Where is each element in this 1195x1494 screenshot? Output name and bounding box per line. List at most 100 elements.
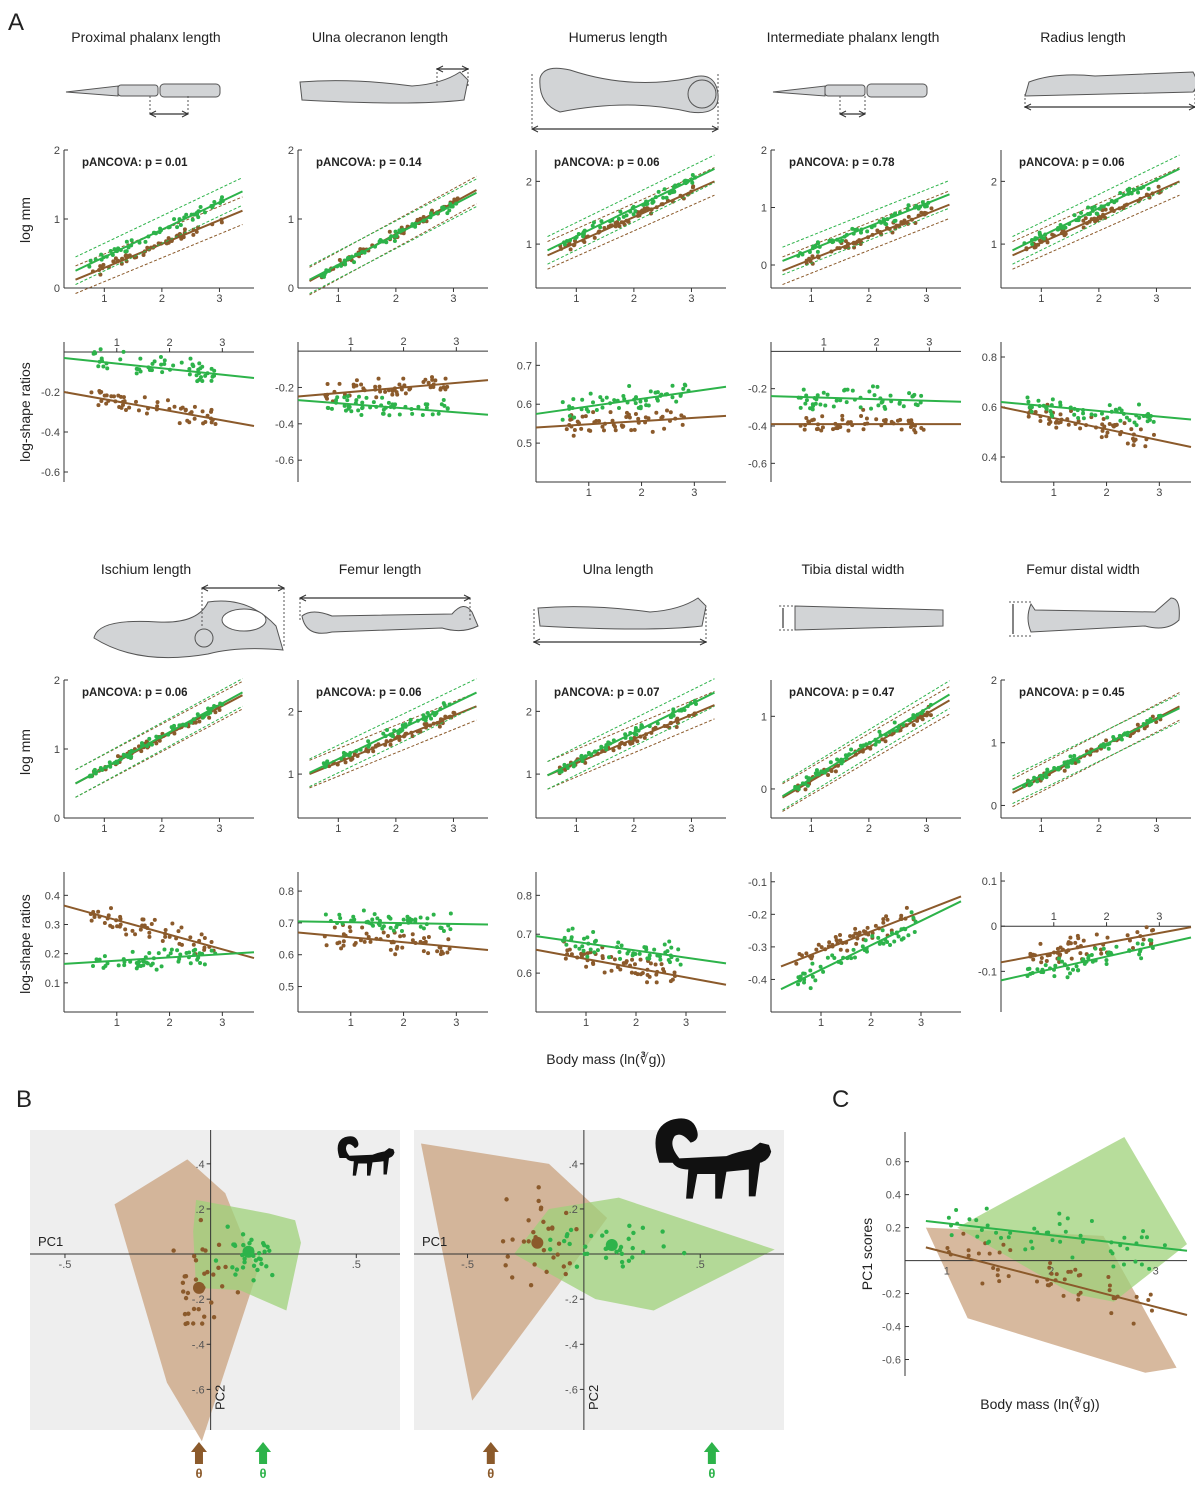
data-point-brown xyxy=(668,979,673,984)
data-point-green xyxy=(175,948,180,953)
data-point-green xyxy=(810,974,815,979)
chart-r2-shape-4: 1 2 3 -0.2 -0.4 -0.6 xyxy=(748,336,962,482)
data-point-brown xyxy=(840,417,845,422)
data-point-brown xyxy=(185,418,190,423)
data-point-green xyxy=(571,764,576,769)
x-tick-label: 3 xyxy=(1156,911,1162,923)
pancova-label: pANCOVA: p = 0.45 xyxy=(1019,687,1125,699)
data-point-green xyxy=(802,980,807,985)
data-point-brown xyxy=(584,964,589,969)
data-point-green xyxy=(428,211,433,216)
y-tick-label: .4 xyxy=(195,1159,204,1171)
x-tick-label: 3 xyxy=(453,1017,459,1029)
bone-sketch-humerus xyxy=(530,67,720,133)
regression-line-green xyxy=(309,691,477,774)
group-mean-brown xyxy=(531,1236,544,1249)
data-point-green xyxy=(652,947,657,952)
y-tick-label: 0.4 xyxy=(45,890,60,902)
data-point-brown xyxy=(443,376,448,381)
data-point-green xyxy=(877,729,882,734)
data-point-green xyxy=(441,929,446,934)
data-point-brown xyxy=(213,422,218,427)
data-point-green xyxy=(352,260,357,265)
data-point-green xyxy=(256,1251,262,1256)
data-point-green xyxy=(386,914,391,919)
prediction-interval-green xyxy=(75,177,243,258)
data-point-brown xyxy=(845,948,850,953)
data-point-green xyxy=(255,1267,260,1273)
data-point-brown xyxy=(196,1307,201,1312)
small-lemur-icon xyxy=(337,1136,395,1176)
data-point-green xyxy=(138,356,143,361)
data-point-green xyxy=(592,939,597,944)
data-point-green xyxy=(197,361,202,366)
data-point-green xyxy=(352,917,357,922)
phalanx-segment xyxy=(117,84,159,97)
data-point-green xyxy=(1141,1229,1146,1234)
data-point-green xyxy=(233,1272,238,1277)
data-point-green xyxy=(618,956,623,961)
data-point-green xyxy=(405,914,410,919)
data-point-brown xyxy=(1104,738,1109,743)
data-point-brown xyxy=(1045,1283,1050,1288)
data-point-green xyxy=(572,415,577,420)
measure-title: Femur distal width xyxy=(1026,561,1140,577)
data-point-green xyxy=(1026,399,1031,404)
data-point-green xyxy=(834,398,839,403)
data-point-green xyxy=(1132,420,1137,425)
data-point-green xyxy=(380,926,385,931)
data-point-brown xyxy=(846,428,851,433)
data-point-green xyxy=(621,393,626,398)
data-point-brown xyxy=(1031,957,1036,962)
data-point-green xyxy=(1035,967,1040,972)
data-point-green xyxy=(1036,398,1041,403)
data-point-brown xyxy=(1048,1260,1053,1265)
regression-line-green xyxy=(297,920,489,926)
data-point-brown xyxy=(423,377,428,382)
chart-r1-log-4: 1 2 3 0 1 2 xyxy=(761,145,961,305)
data-point-brown xyxy=(630,740,635,745)
data-point-brown xyxy=(1130,945,1135,950)
data-point-brown xyxy=(929,206,934,211)
data-point-green xyxy=(1092,204,1097,209)
data-point-brown xyxy=(115,754,120,759)
regression-line-green xyxy=(925,1220,1188,1252)
data-point-green xyxy=(1136,190,1141,195)
data-point-brown xyxy=(209,1300,214,1305)
data-point-green xyxy=(851,947,856,952)
data-point-green xyxy=(247,1241,252,1246)
data-point-green xyxy=(391,928,396,933)
data-point-brown xyxy=(447,946,452,951)
data-point-green xyxy=(1050,414,1055,419)
theta-label-green: θ xyxy=(708,1466,715,1481)
data-point-brown xyxy=(193,1258,199,1263)
data-point-brown xyxy=(154,741,159,746)
chart-r1-log-5: 1 2 3 1 2 xyxy=(991,150,1191,305)
prediction-interval-brown xyxy=(547,167,715,243)
data-point-brown xyxy=(536,1198,541,1204)
data-point-green xyxy=(949,1233,954,1238)
data-point-green xyxy=(261,1242,267,1248)
data-point-green xyxy=(1133,1259,1138,1264)
data-point-brown xyxy=(638,972,643,977)
data-point-brown xyxy=(219,220,224,225)
y-tick-label: 1 xyxy=(991,239,997,251)
data-point-brown xyxy=(1061,1293,1066,1298)
data-point-green xyxy=(377,923,382,928)
data-point-green xyxy=(385,728,390,733)
data-point-green xyxy=(619,943,624,948)
data-point-green xyxy=(371,400,376,405)
data-point-green xyxy=(424,405,429,410)
data-point-green xyxy=(162,358,167,363)
data-point-green xyxy=(612,398,617,403)
y-tick-label: 0.6 xyxy=(886,1157,901,1169)
data-point-brown xyxy=(197,719,202,724)
data-point-green xyxy=(1072,213,1077,218)
data-point-green xyxy=(648,389,653,394)
data-point-green xyxy=(97,957,102,962)
chart-r4-shape-1: 1 2 3 0.1 0.2 0.3 0.4 xyxy=(45,872,255,1029)
data-point-brown xyxy=(636,416,641,421)
data-point-green xyxy=(134,366,139,371)
data-point-brown xyxy=(536,1185,541,1190)
data-point-green xyxy=(660,1229,665,1234)
